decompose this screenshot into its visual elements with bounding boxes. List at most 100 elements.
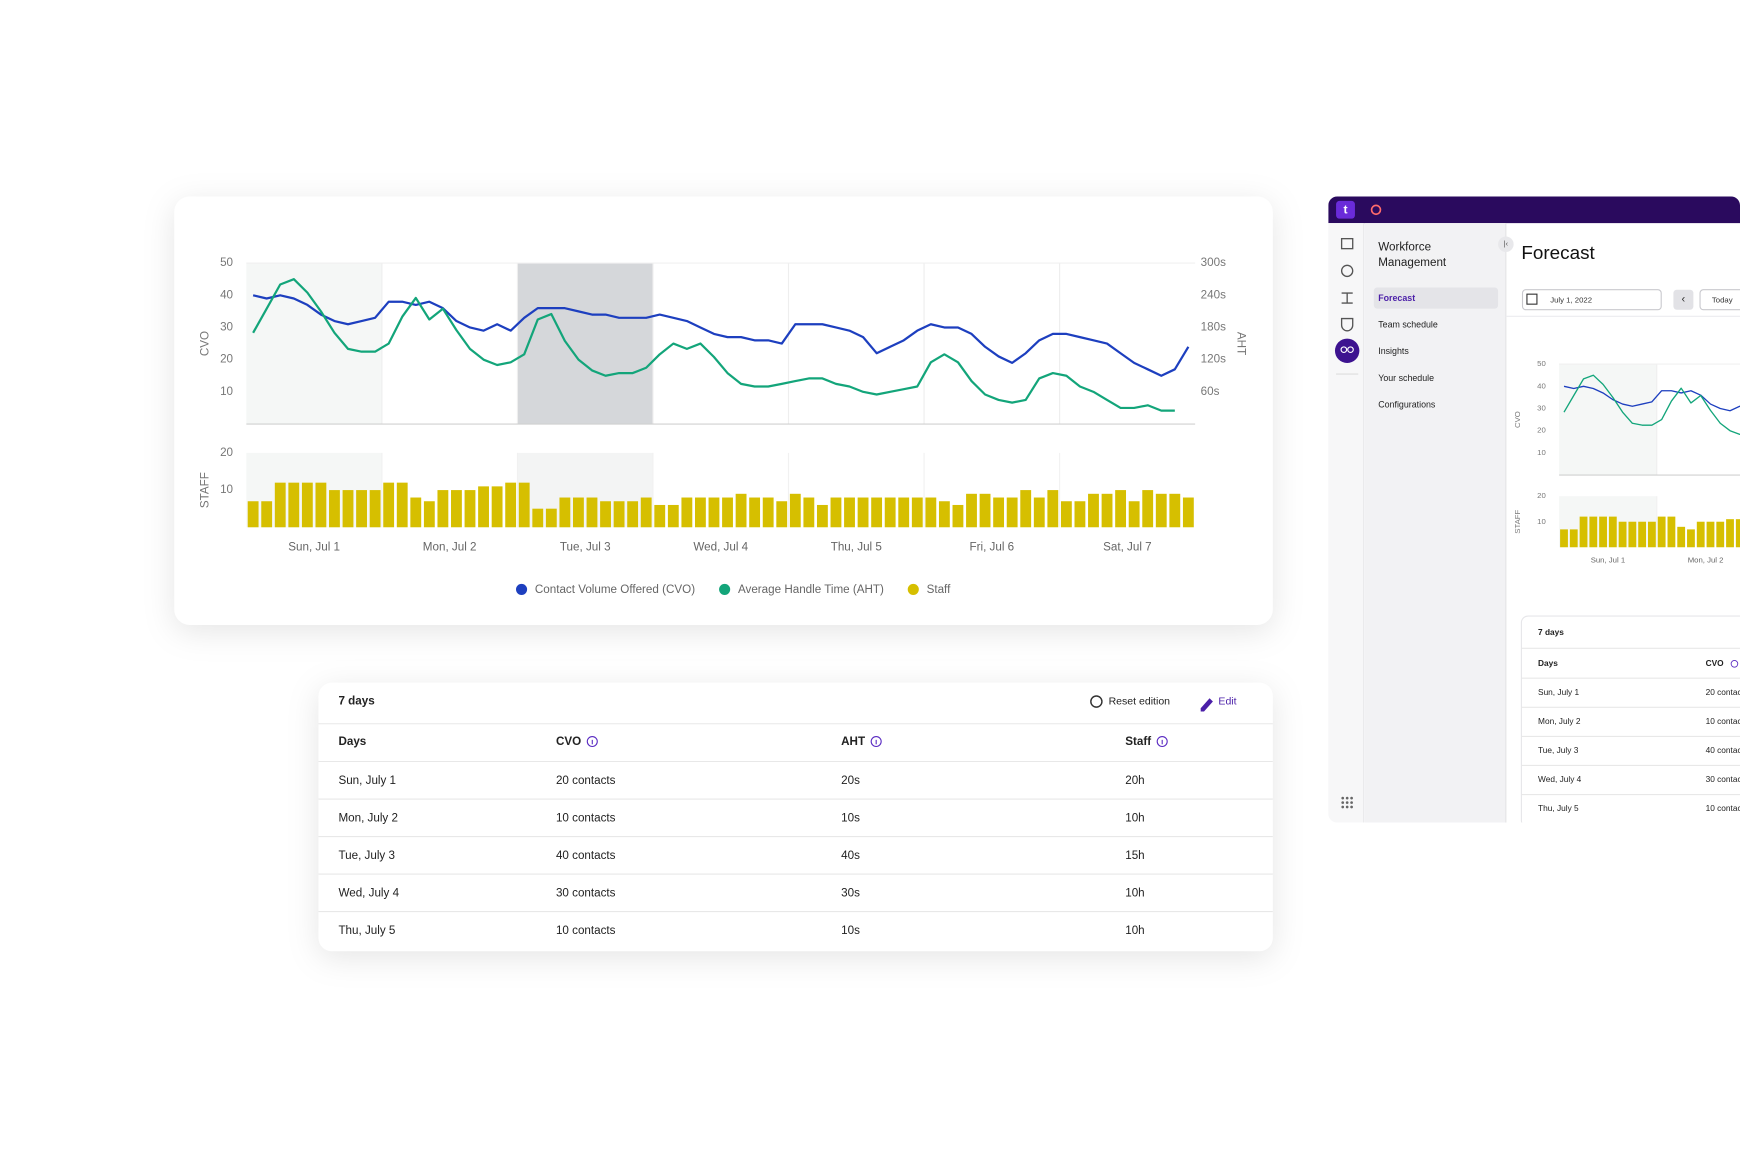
nav-item[interactable]: Team schedule — [1378, 320, 1438, 330]
nav-item[interactable]: Insights — [1378, 346, 1409, 356]
staff-bar — [356, 490, 367, 528]
prev-button[interactable] — [1673, 289, 1694, 310]
cell: 10h — [1125, 924, 1144, 937]
x-tick-label: Fri, Jul 6 — [970, 540, 1015, 553]
nav-item[interactable]: Configurations — [1378, 400, 1436, 410]
legend-swatch — [907, 583, 919, 595]
table-title: 7 days — [1538, 627, 1564, 637]
staff-bar — [1647, 521, 1656, 548]
y-tick-label: 30 — [1537, 404, 1546, 413]
series-line — [1563, 385, 1740, 443]
staff-bar — [518, 482, 530, 528]
collapse-button[interactable] — [1498, 236, 1514, 252]
staff-bar — [301, 482, 313, 528]
y-tick-label: 40 — [220, 288, 233, 301]
bell-icon[interactable] — [1370, 204, 1382, 216]
edit-button[interactable]: Edit — [1218, 695, 1236, 707]
x-tick-label: Sat, Jul 7 — [1103, 540, 1152, 553]
legend-swatch — [516, 583, 528, 595]
x-tick-label: Wed, Jul 4 — [693, 540, 748, 553]
staff-bar — [1088, 493, 1099, 528]
staff-bar — [586, 497, 598, 528]
info-icon[interactable] — [1156, 735, 1168, 748]
icon-rail — [1328, 223, 1364, 823]
y-tick-label: 20 — [1537, 426, 1546, 435]
cell: 30s — [841, 887, 860, 900]
today-button[interactable] — [1699, 289, 1740, 311]
y-axis-title: CVO — [198, 331, 211, 356]
y-tick-label: 10 — [220, 483, 233, 496]
staff-bar — [1726, 519, 1734, 548]
staff-bar — [640, 497, 652, 528]
logo-mark: t — [1343, 203, 1347, 217]
y-tick-label: 30 — [220, 321, 233, 334]
flow-icon[interactable] — [1341, 292, 1353, 304]
staff-bar — [816, 504, 828, 528]
staff-bar — [1716, 521, 1725, 548]
staff-bar — [1155, 493, 1167, 528]
staff-bar — [1579, 516, 1588, 548]
cell: Wed, July 4 — [1538, 774, 1582, 784]
wfm-icon-person — [1340, 346, 1348, 353]
y-axis-title: STAFF — [1513, 509, 1522, 533]
legend-swatch — [719, 583, 731, 595]
nav-title: Management — [1378, 256, 1447, 269]
x-tick-label: Tue, Jul 3 — [560, 540, 611, 553]
staff-bar — [410, 497, 422, 528]
staff-bar — [1047, 490, 1059, 528]
info-icon[interactable] — [870, 735, 882, 748]
y-tick-label: 20 — [1537, 491, 1546, 500]
date-input[interactable] — [1521, 289, 1662, 311]
settings-icon[interactable] — [1340, 264, 1354, 278]
staff-bar — [911, 497, 923, 528]
cell: Wed, July 4 — [338, 887, 399, 900]
cell: 20h — [1125, 774, 1144, 787]
reset-icon[interactable] — [1090, 695, 1103, 708]
staff-bar — [383, 482, 395, 528]
staff-bar — [247, 501, 259, 528]
column-header: Days — [338, 735, 366, 748]
cell: 20 contacts — [556, 774, 616, 787]
page-title: Forecast — [1521, 242, 1595, 263]
reset-button[interactable]: Reset edition — [1109, 695, 1171, 707]
edit-icon[interactable] — [1200, 698, 1213, 712]
collapse-glyph: |‹ — [1504, 239, 1509, 248]
x-tick-label: Mon, Jul 2 — [1688, 556, 1724, 565]
x-tick-label: Mon, Jul 2 — [423, 540, 477, 553]
mini-table-card — [1520, 615, 1740, 823]
staff-bar — [315, 482, 327, 528]
wfm-icon[interactable] — [1334, 338, 1360, 363]
staff-bar — [1020, 490, 1032, 528]
y2-tick-label: 300s — [1201, 256, 1226, 269]
staff-bar — [1677, 526, 1686, 548]
y2-tick-label: 60s — [1201, 385, 1220, 398]
staff-bar — [1074, 501, 1086, 528]
staff-bar — [1735, 519, 1740, 548]
y-tick-label: 50 — [1537, 359, 1546, 368]
staff-bar — [464, 490, 476, 528]
staff-bar — [667, 504, 679, 528]
day-shade — [1559, 364, 1657, 476]
staff-bar — [1687, 529, 1695, 548]
staff-bar — [573, 497, 584, 528]
info-icon[interactable] — [586, 735, 598, 748]
staff-bar — [1060, 501, 1072, 528]
y-tick-label: 10 — [1537, 517, 1546, 526]
nav-item[interactable]: Forecast — [1378, 293, 1415, 303]
cell: Mon, July 2 — [1538, 716, 1581, 726]
staff-bar — [274, 482, 286, 528]
cell: 10h — [1125, 887, 1144, 900]
nav-item[interactable]: Your schedule — [1378, 373, 1434, 383]
staff-bar — [532, 508, 544, 528]
cell: Thu, July 5 — [338, 924, 395, 937]
staff-bar — [884, 497, 896, 528]
home-icon[interactable] — [1340, 237, 1354, 250]
shield-icon[interactable] — [1340, 317, 1354, 332]
series-line — [252, 294, 1190, 377]
y-axis-title: CVO — [1513, 411, 1522, 428]
apps-icon[interactable] — [1341, 796, 1353, 809]
staff-bar — [613, 501, 625, 528]
legend-label: Contact Volume Offered (CVO) — [535, 583, 695, 596]
staff-bar — [1115, 490, 1127, 528]
info-icon[interactable] — [1730, 660, 1739, 668]
